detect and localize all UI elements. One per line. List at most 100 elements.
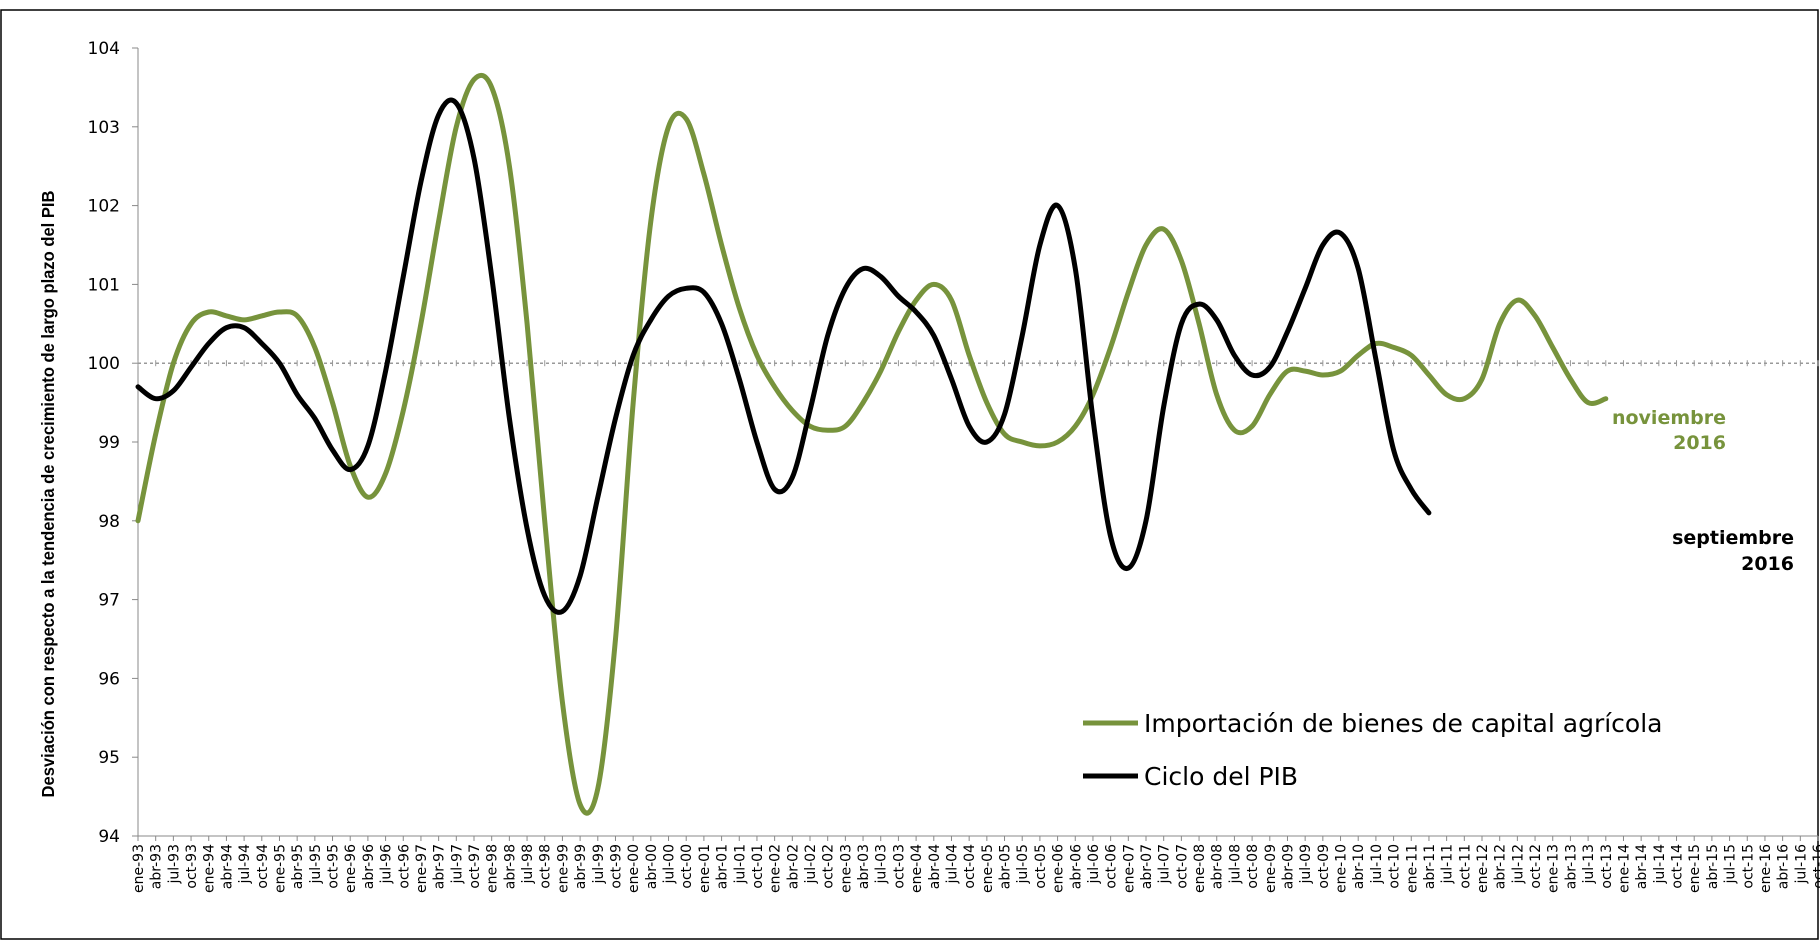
x-tick-label: jul-08: [1227, 844, 1243, 885]
x-tick-label: abr-15: [1705, 844, 1721, 889]
x-tick-label: abr-10: [1351, 844, 1367, 889]
x-tick-label: jul-98: [520, 844, 536, 885]
x-tick-label: jul-02: [803, 844, 819, 885]
y-axis-title: Desviación con respecto a la tendencia d…: [37, 191, 58, 798]
x-tick-label: abr-02: [785, 844, 801, 889]
x-tick-label: ene-93: [131, 844, 147, 893]
x-tick-label: jul-14: [1652, 844, 1668, 885]
x-tick-label: jul-06: [1086, 844, 1102, 885]
x-tick-label: abr-99: [573, 844, 589, 889]
y-tick-label: 101: [88, 275, 120, 295]
x-tick-label: oct-02: [821, 844, 837, 889]
legend-label-importacion: Importación de bienes de capital agrícol…: [1144, 709, 1662, 738]
x-tick-label: ene-11: [1404, 844, 1420, 893]
x-tick-label: ene-15: [1687, 844, 1703, 893]
x-tick-label: ene-96: [343, 844, 359, 893]
annotation-septiembre-year: 2016: [1741, 553, 1794, 575]
x-tick-label: ene-08: [1192, 844, 1208, 893]
x-tick-label: jul-12: [1510, 844, 1526, 885]
x-tick-label: oct-97: [467, 844, 483, 889]
x-tick-label: jul-97: [449, 844, 465, 885]
x-tick-label: abr-05: [998, 844, 1014, 889]
x-tick-label: jul-03: [874, 844, 890, 885]
x-tick-label: oct-14: [1670, 844, 1686, 889]
x-tick-label: ene-09: [1263, 844, 1279, 893]
x-tick-label: jul-16: [1793, 844, 1809, 885]
x-tick-label: jul-07: [1157, 844, 1173, 885]
series-importacion-line: [135, 72, 1609, 816]
x-tick-label: oct-12: [1528, 844, 1544, 889]
y-tick-label: 102: [88, 197, 120, 217]
x-tick-label: abr-95: [290, 844, 306, 889]
x-tick-label: abr-14: [1634, 844, 1650, 889]
x-tick-label: abr-13: [1563, 844, 1579, 889]
y-tick-label: 98: [98, 512, 120, 532]
x-tick-label: jul-05: [1015, 844, 1031, 885]
x-tick-label: abr-94: [219, 844, 235, 889]
x-tick-label: ene-94: [202, 844, 218, 893]
x-tick-label: oct-94: [255, 844, 271, 889]
x-tick-label: jul-09: [1298, 844, 1314, 885]
x-tick-label: ene-07: [1121, 844, 1137, 893]
x-tick-label: oct-16: [1811, 844, 1820, 889]
x-tick-label: oct-96: [396, 844, 412, 889]
y-tick-label: 94: [98, 827, 120, 847]
x-tick-label: ene-97: [414, 844, 430, 893]
x-tick-label: abr-06: [1068, 844, 1084, 889]
x-tick-label: jul-15: [1723, 844, 1739, 885]
x-tick-label: ene-04: [909, 844, 925, 893]
x-tick-label: ene-03: [838, 844, 854, 893]
x-tick-label: abr-01: [715, 844, 731, 889]
x-tick-label: oct-00: [679, 844, 695, 889]
x-tick-label: jul-11: [1440, 844, 1456, 885]
x-tick-label: ene-99: [555, 844, 571, 893]
x-tick-label: oct-04: [962, 844, 978, 889]
x-tick-label: abr-96: [361, 844, 377, 889]
x-tick-label: ene-05: [980, 844, 996, 893]
x-tick-label: jul-01: [732, 844, 748, 885]
x-tick-label: oct-03: [891, 844, 907, 889]
x-tick-label: ene-06: [1051, 844, 1067, 893]
x-tick-label: abr-98: [502, 844, 518, 889]
x-tick-label: ene-14: [1616, 844, 1632, 893]
y-tick-label: 95: [98, 748, 120, 768]
y-tick-label: 104: [88, 39, 120, 59]
x-tick-label: abr-03: [856, 844, 872, 889]
x-tick-label: oct-07: [1174, 844, 1190, 889]
x-tick-label: jul-13: [1581, 844, 1597, 885]
annotation-noviembre-month: noviembre: [1612, 407, 1726, 429]
x-tick-label: jul-95: [308, 844, 324, 885]
legend-label-pib: Ciclo del PIB: [1144, 762, 1298, 791]
x-tick-label: ene-00: [626, 844, 642, 893]
y-tick-label: 103: [88, 118, 120, 138]
x-tick-label: ene-12: [1475, 844, 1491, 893]
x-tick-label: ene-01: [697, 844, 713, 893]
x-tick-label: ene-95: [272, 844, 288, 893]
x-tick-label: oct-10: [1387, 844, 1403, 889]
series-layer: [135, 72, 1609, 816]
x-tick-label: oct-11: [1457, 844, 1473, 889]
chart-border: [0, 9, 1819, 940]
x-tick-label: ene-02: [768, 844, 784, 893]
x-tick-label: oct-93: [184, 844, 200, 889]
x-tick-label: ene-13: [1546, 844, 1562, 893]
x-tick-label: ene-16: [1758, 844, 1774, 893]
annotations: noviembre 2016 septiembre 2016: [1612, 407, 1794, 575]
x-tick-label: abr-16: [1776, 844, 1792, 889]
x-tick-label: oct-08: [1245, 844, 1261, 889]
x-tick-label: jul-99: [591, 844, 607, 885]
x-tick-label: oct-15: [1740, 844, 1756, 889]
x-tick-label: abr-09: [1280, 844, 1296, 889]
x-tick-label: ene-98: [485, 844, 501, 893]
x-tick-label: abr-08: [1210, 844, 1226, 889]
x-tick-label: oct-06: [1104, 844, 1120, 889]
x-tick-label: ene-10: [1334, 844, 1350, 893]
x-tick-label: oct-09: [1316, 844, 1332, 889]
legend: Importación de bienes de capital agrícol…: [1083, 709, 1662, 791]
annotation-noviembre-year: 2016: [1673, 432, 1726, 454]
y-tick-label: 96: [98, 669, 120, 689]
x-tick-label: oct-13: [1599, 844, 1615, 889]
x-tick-label: jul-96: [379, 844, 395, 885]
